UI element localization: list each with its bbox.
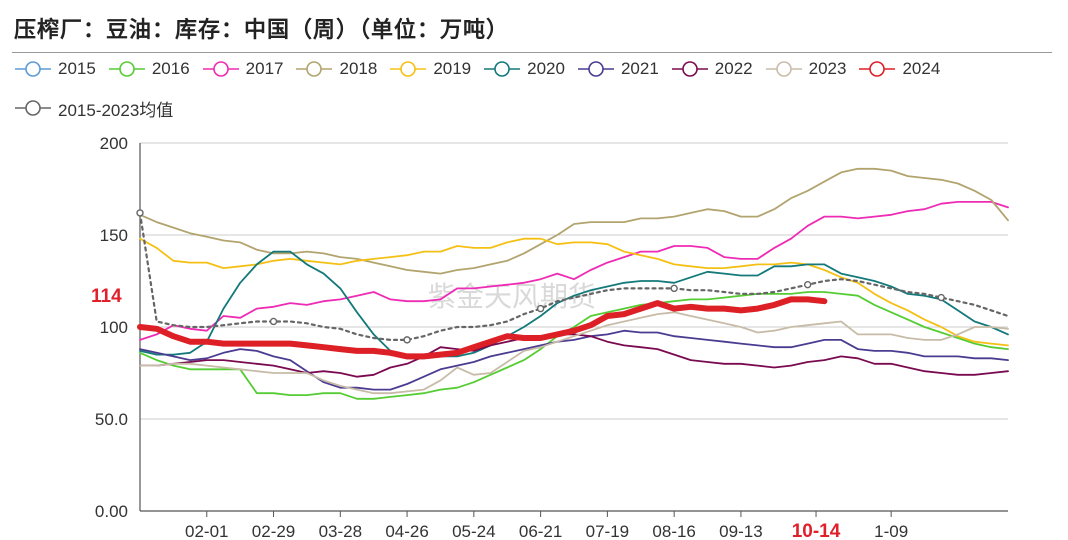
legend-label: 2017 xyxy=(245,59,284,78)
watermark: 紫金天风期货 xyxy=(428,280,596,313)
legend: 2015 2016 2017 2018 2019 2020 2021 2022 2023 2024… xyxy=(14,58,1054,124)
legend-swatch-icon xyxy=(15,61,51,77)
legend-swatch-icon xyxy=(671,61,708,77)
legend-item-2015[interactable]: 2015 xyxy=(14,58,96,80)
legend-swatch-circle xyxy=(25,61,41,77)
legend-item-2022[interactable]: 2022 xyxy=(671,58,753,80)
legend-item-2016[interactable]: 2016 xyxy=(108,58,190,80)
x-tick-label: 08-16 xyxy=(652,522,695,540)
series-line-2020[interactable] xyxy=(139,250,1009,360)
series-line-2018[interactable] xyxy=(139,167,1009,275)
legend-label: 2023 xyxy=(808,59,847,78)
x-tick-label: 02-01 xyxy=(185,522,228,540)
legend-item-2018[interactable]: 2018 xyxy=(295,58,377,80)
series-line-2024[interactable] xyxy=(137,296,828,360)
y-tick-label: 50.0 xyxy=(95,410,128,429)
legend-label: 2015 xyxy=(58,59,96,78)
legend-item-2023[interactable]: 2023 xyxy=(765,58,847,80)
chart-title: 压榨厂：豆油：库存：中国（周）（单位：万吨） xyxy=(14,18,510,43)
x-tick-label: 1-09 xyxy=(874,522,908,540)
title-divider xyxy=(12,52,1052,53)
series-line-2016[interactable] xyxy=(139,291,1009,400)
y-tick-label: 100 xyxy=(100,318,128,337)
legend-label: 2022 xyxy=(714,59,753,78)
series-group xyxy=(136,167,1010,400)
legend-swatch-circle xyxy=(588,61,604,77)
legend-label: 2016 xyxy=(151,59,190,78)
tick-labels: 0.00 50.0 100 150 200 02-01 02-29 03-28 04-26 05-… xyxy=(95,134,908,540)
legend-swatch-circle xyxy=(775,61,792,77)
legend-label: 2019 xyxy=(433,59,472,78)
legend-label: 2020 xyxy=(527,59,565,78)
legend-swatch-circle xyxy=(212,61,229,77)
series-point xyxy=(536,304,545,313)
series-line-2022[interactable] xyxy=(139,333,1009,378)
legend-swatch-icon xyxy=(390,61,427,77)
legend-row: 2015 2016 2017 2018 2019 2020 2021 2022 2023 2024 xyxy=(14,58,1054,85)
series-line-2017[interactable] xyxy=(139,200,1009,341)
series-point xyxy=(269,317,278,326)
legend-swatch-icon xyxy=(202,61,239,77)
legend-swatch-icon xyxy=(15,100,51,116)
x-tick-label: 05-24 xyxy=(452,522,495,540)
x-tick-label: 06-21 xyxy=(519,522,562,540)
legend-swatch-icon xyxy=(577,61,614,77)
legend-swatch-icon xyxy=(484,61,521,77)
legend-item-2021[interactable]: 2021 xyxy=(577,58,659,80)
x-tick-label: 04-26 xyxy=(385,522,428,540)
legend-swatch-circle xyxy=(25,100,41,116)
legend-swatch-icon xyxy=(859,61,896,77)
x-tick-label: 03-28 xyxy=(319,522,362,540)
legend-item-2024[interactable]: 2024 xyxy=(858,58,940,80)
x-tick-label-highlight: 10-14 xyxy=(792,521,841,540)
legend-label: 2018 xyxy=(339,59,378,78)
x-tick-label: 07-19 xyxy=(586,522,629,540)
series-line-2015-2023均值[interactable] xyxy=(138,211,1010,341)
legend-swatch-circle xyxy=(306,61,323,77)
legend-swatch-circle xyxy=(119,61,135,77)
legend-label: 2021 xyxy=(620,59,659,78)
series-point xyxy=(937,293,945,302)
series-line-2021[interactable] xyxy=(139,329,1009,391)
legend-swatch-icon xyxy=(108,61,145,77)
series-point xyxy=(803,280,812,289)
legend-label: 2024 xyxy=(902,59,941,78)
legend-item-2015-2023均值[interactable]: 2015-2023均值 xyxy=(14,97,174,120)
y-tick-label: 200 xyxy=(100,134,128,153)
series-line-2019[interactable] xyxy=(139,237,1009,347)
series-line-2023[interactable] xyxy=(139,311,1009,395)
legend-swatch-circle xyxy=(869,61,886,77)
x-tick-label: 09-13 xyxy=(719,522,762,540)
legend-swatch-circle xyxy=(400,61,417,77)
legend-swatch-circle xyxy=(494,61,510,77)
legend-swatch-circle xyxy=(681,61,698,77)
series-point xyxy=(136,209,144,217)
series-point xyxy=(670,284,678,293)
x-tick-label: 02-29 xyxy=(252,522,295,540)
current-value-label: 114 xyxy=(91,286,122,307)
legend-item-2020[interactable]: 2020 xyxy=(483,58,565,80)
legend-swatch-icon xyxy=(765,61,802,77)
series-point xyxy=(403,336,411,344)
legend-item-2017[interactable]: 2017 xyxy=(202,58,284,80)
legend-row: 2015-2023均值 xyxy=(14,97,1054,124)
legend-swatch-icon xyxy=(296,61,333,77)
y-tick-label: 0.00 xyxy=(95,502,128,521)
legend-label: 2015-2023均值 xyxy=(58,100,174,120)
legend-item-2019[interactable]: 2019 xyxy=(389,58,471,80)
y-tick-label: 150 xyxy=(100,226,128,245)
